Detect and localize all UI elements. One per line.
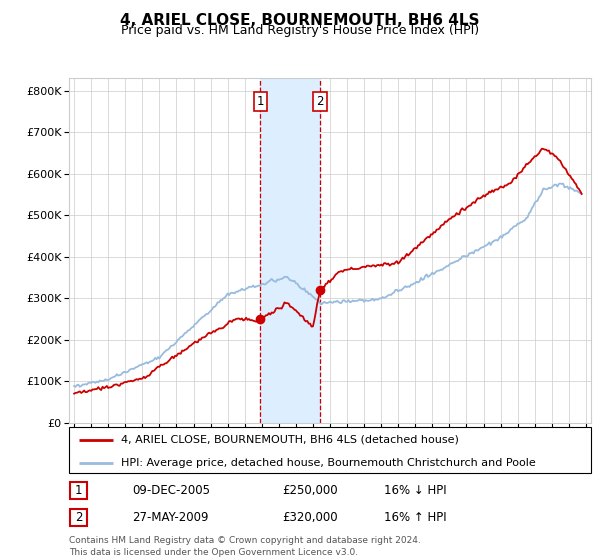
Text: 16% ↓ HPI: 16% ↓ HPI bbox=[384, 484, 446, 497]
Text: 4, ARIEL CLOSE, BOURNEMOUTH, BH6 4LS (detached house): 4, ARIEL CLOSE, BOURNEMOUTH, BH6 4LS (de… bbox=[121, 435, 459, 445]
Bar bbox=[260, 78, 320, 423]
Text: Price paid vs. HM Land Registry's House Price Index (HPI): Price paid vs. HM Land Registry's House … bbox=[121, 24, 479, 37]
Text: 27-MAY-2009: 27-MAY-2009 bbox=[132, 511, 209, 524]
Text: 2: 2 bbox=[75, 511, 82, 524]
Text: £250,000: £250,000 bbox=[282, 484, 338, 497]
Text: 1: 1 bbox=[75, 484, 82, 497]
Text: 4, ARIEL CLOSE, BOURNEMOUTH, BH6 4LS: 4, ARIEL CLOSE, BOURNEMOUTH, BH6 4LS bbox=[120, 13, 480, 28]
Text: Contains HM Land Registry data © Crown copyright and database right 2024.
This d: Contains HM Land Registry data © Crown c… bbox=[69, 536, 421, 557]
Text: 1: 1 bbox=[257, 95, 264, 108]
Text: 16% ↑ HPI: 16% ↑ HPI bbox=[384, 511, 446, 524]
Text: 09-DEC-2005: 09-DEC-2005 bbox=[132, 484, 210, 497]
Text: HPI: Average price, detached house, Bournemouth Christchurch and Poole: HPI: Average price, detached house, Bour… bbox=[121, 458, 536, 468]
Text: 2: 2 bbox=[316, 95, 323, 108]
Text: £320,000: £320,000 bbox=[282, 511, 338, 524]
